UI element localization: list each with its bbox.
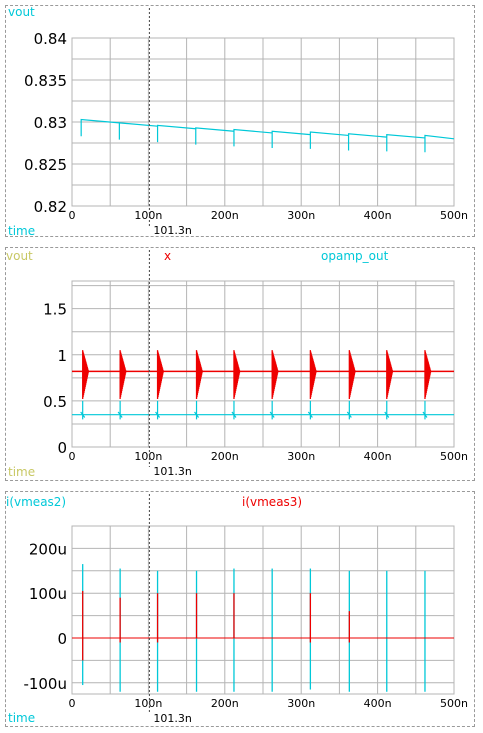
legend-entry-i-vmeas2-: i(vmeas2): [6, 495, 66, 509]
chart-panel-vout: 0.82 0.825 0.83 0.835 0.84 0 100n 200n 300n 400n 5…: [5, 5, 476, 238]
x-tick-label: 200n: [211, 209, 239, 222]
series-burst-x: [233, 350, 241, 400]
x-tick-label: 500n: [440, 697, 468, 710]
series-burst-x: [348, 350, 356, 400]
y-tick-label: 0: [57, 439, 67, 457]
series-burst-x: [424, 350, 432, 400]
x-tick-label: 400n: [364, 450, 392, 463]
y-tick-label: 0.825: [24, 156, 67, 174]
y-tick-label: 1.5: [43, 301, 67, 319]
x-tick-label: 100n: [134, 209, 162, 222]
y-tick-label: 1: [57, 347, 67, 365]
series-spike-opamp-out: [194, 400, 200, 420]
series-spike-opamp-out: [422, 400, 428, 420]
series-burst-x: [271, 350, 279, 400]
time-cursor-label: 101.3n: [153, 465, 191, 478]
legend-entry-vout: vout: [6, 249, 33, 263]
y-tick-label: 0.835: [24, 72, 67, 90]
chart-x-opamp-out[interactable]: 0 0.5 1 1.5 0 100n 200n 300n 400n 500n time vout x op…: [6, 248, 476, 482]
x-tick-label: 400n: [364, 697, 392, 710]
x-tick-label: 500n: [440, 209, 468, 222]
y-tick-label: 200u: [29, 540, 67, 558]
series-burst-x: [156, 350, 164, 400]
y-tick-label: 0: [57, 630, 67, 648]
x-tick-label: 0: [69, 209, 76, 222]
chart-vout[interactable]: 0.82 0.825 0.83 0.835 0.84 0 100n 200n 300n 400n 5…: [6, 5, 476, 238]
y-tick-label: 0.82: [34, 198, 67, 216]
legend-entry-vout: vout: [8, 5, 35, 19]
x-tick-label: 0: [69, 697, 76, 710]
series-burst-x: [119, 350, 127, 400]
series-spike-opamp-out: [269, 400, 275, 420]
x-tick-label: 200n: [211, 697, 239, 710]
series-spike-opamp-out: [231, 400, 237, 420]
y-tick-label: 0.83: [34, 114, 67, 132]
legend-entry-x: x: [164, 249, 171, 263]
series-burst-x: [82, 350, 89, 400]
chart-panel-x-opamp: 0 0.5 1 1.5 0 100n 200n 300n 400n 500n time vout x op…: [5, 247, 475, 481]
x-tick-label: 300n: [287, 209, 315, 222]
series-spike-opamp-out: [80, 400, 86, 420]
series-spike-opamp-out: [307, 400, 313, 420]
y-tick-label: -100u: [23, 675, 67, 693]
series-spike-opamp-out: [384, 400, 390, 420]
x-tick-label: 100n: [134, 697, 162, 710]
x-tick-label: 400n: [364, 209, 392, 222]
series-burst-x: [386, 350, 393, 400]
x-tick-label: 200n: [211, 450, 239, 463]
y-tick-label: 0.5: [43, 393, 67, 411]
chart-panel-currents: -100u 0 100u 200u 0 100n 200n 300n 400n 500n time i…: [5, 491, 475, 727]
x-axis-label: time: [8, 711, 35, 725]
series-line-vout: [80, 118, 455, 153]
x-tick-label: 300n: [287, 450, 315, 463]
y-tick-label: 100u: [29, 585, 67, 603]
x-tick-label: 500n: [440, 450, 468, 463]
x-tick-label: 300n: [287, 697, 315, 710]
y-tick-label: 0.84: [34, 30, 67, 48]
series-burst-x: [309, 350, 317, 400]
x-axis-label: time: [8, 224, 35, 238]
series-spike-opamp-out: [346, 400, 352, 420]
x-axis-label: time: [8, 465, 35, 479]
legend-entry-i-vmeas3-: i(vmeas3): [242, 495, 302, 509]
time-cursor-label: 101.3n: [153, 224, 191, 237]
series-burst-x: [195, 350, 203, 400]
legend-entry-opamp-out: opamp_out: [321, 249, 389, 263]
x-tick-label: 0: [69, 450, 76, 463]
time-cursor-label: 101.3n: [153, 712, 191, 725]
x-tick-label: 100n: [134, 450, 162, 463]
series-spike-opamp-out: [117, 400, 123, 420]
series-spike-opamp-out: [155, 400, 161, 420]
